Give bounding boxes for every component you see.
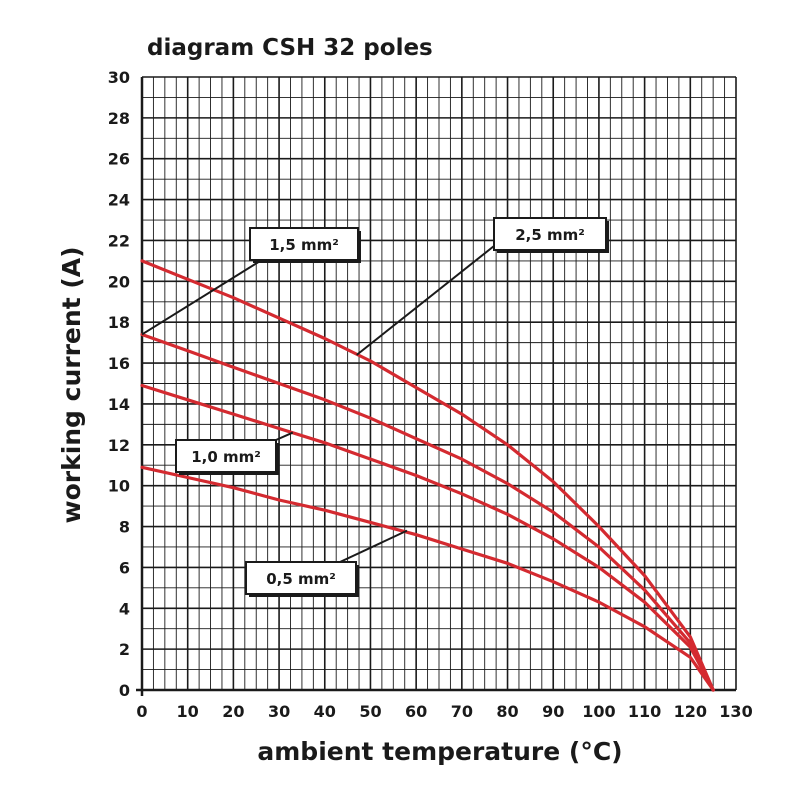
series-line-15	[140, 332, 715, 692]
y-tick-label: 6	[119, 558, 130, 577]
y-tick-label: 10	[108, 477, 130, 496]
y-tick-label: 2	[119, 640, 130, 659]
y-tick-label: 4	[119, 599, 130, 618]
callout-label: 1,0 mm²	[191, 448, 261, 466]
callout-15: 1,5 mm²	[141, 227, 361, 336]
x-tick-label: 20	[222, 702, 244, 721]
callout-10: 1,0 mm²	[175, 431, 294, 475]
callout-label: 1,5 mm²	[269, 236, 339, 254]
callout-05: 0,5 mm²	[245, 529, 408, 597]
series-line-05	[140, 465, 715, 692]
callout-leader-line	[141, 257, 266, 336]
x-axis-label: ambient temperature (°C)	[257, 737, 622, 766]
x-tick-labels: 0 10 20 30 40 50 60 70 80 90 100 110 120 130	[136, 702, 752, 721]
y-tick-label: 8	[119, 518, 130, 537]
y-tick-label: 16	[108, 354, 130, 373]
x-tick-label: 60	[405, 702, 427, 721]
x-tick-label: 90	[542, 702, 564, 721]
x-tick-label: 10	[177, 702, 199, 721]
x-tick-label: 130	[719, 702, 752, 721]
series-line-25	[140, 259, 715, 692]
y-tick-label: 28	[108, 109, 130, 128]
callout-leader-line	[356, 245, 495, 356]
x-tick-label: 40	[314, 702, 336, 721]
callout-label: 0,5 mm²	[266, 570, 336, 588]
callout-leader-line	[275, 431, 294, 441]
callout-label: 2,5 mm²	[515, 226, 585, 244]
x-tick-label: 100	[582, 702, 615, 721]
y-tick-label: 30	[108, 68, 130, 87]
callout-leader-line	[339, 529, 408, 563]
callout-box	[245, 561, 357, 595]
chart-title: diagram CSH 32 poles	[147, 35, 433, 61]
callout-box	[249, 227, 359, 261]
callouts: 1,5 mm² 2,5 mm² 1,0 mm² 0,5 mm²	[141, 217, 609, 597]
y-tick-label: 26	[108, 150, 130, 169]
x-tick-label: 30	[268, 702, 290, 721]
y-tick-label: 12	[108, 436, 130, 455]
y-tick-label: 20	[108, 272, 130, 291]
y-tick-label: 0	[119, 681, 130, 700]
x-tick-label: 0	[136, 702, 147, 721]
y-tick-label: 14	[108, 395, 130, 414]
grid	[141, 76, 737, 691]
series-line-10	[140, 383, 715, 692]
y-axis-label: working current (A)	[57, 246, 86, 523]
callout-box	[175, 439, 277, 473]
x-tick-label: 70	[451, 702, 473, 721]
y-tick-label: 22	[108, 231, 130, 250]
y-tick-label: 24	[108, 191, 130, 210]
y-tick-label: 18	[108, 313, 130, 332]
callout-box	[493, 217, 607, 251]
callout-25: 2,5 mm²	[356, 217, 609, 356]
x-tick-label: 120	[674, 702, 707, 721]
x-tick-label: 80	[496, 702, 518, 721]
x-tick-label: 110	[628, 702, 661, 721]
series-lines	[140, 259, 715, 692]
x-tick-label: 50	[359, 702, 381, 721]
